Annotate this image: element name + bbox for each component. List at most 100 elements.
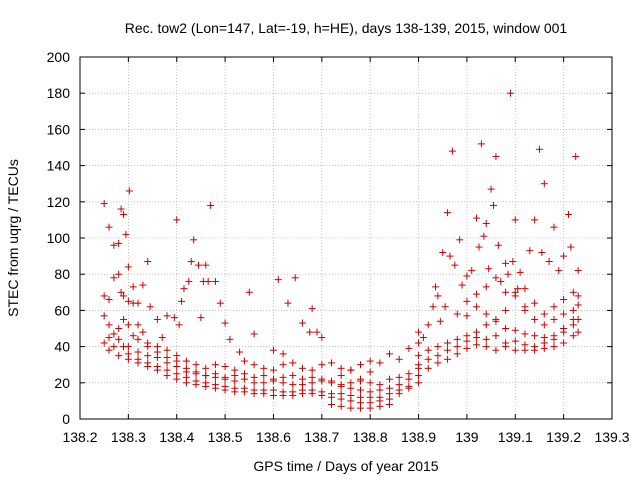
data-point — [134, 348, 142, 356]
data-point — [284, 299, 292, 307]
data-point — [366, 357, 374, 365]
data-point — [463, 337, 471, 345]
data-point — [173, 363, 181, 371]
data-point — [211, 361, 219, 369]
data-point — [456, 236, 464, 244]
data-point — [115, 270, 123, 278]
data-point — [509, 258, 517, 266]
data-point — [453, 350, 461, 358]
data-point — [550, 343, 558, 351]
data-point — [250, 373, 258, 381]
data-point — [298, 319, 306, 327]
data-point — [158, 334, 166, 342]
data-point — [574, 301, 582, 309]
data-point — [124, 263, 132, 271]
data-point — [395, 381, 403, 389]
y-axis-label: STEC from uqrg / TECUs — [5, 159, 21, 317]
data-point — [538, 248, 546, 256]
data-point — [482, 220, 490, 228]
data-point — [129, 332, 137, 340]
data-point — [482, 321, 490, 329]
data-point — [560, 296, 568, 304]
data-point — [260, 390, 268, 398]
data-point — [463, 272, 471, 280]
data-point — [289, 359, 297, 367]
data-point — [424, 364, 432, 372]
data-point — [531, 299, 539, 307]
data-point — [560, 325, 568, 332]
data-point — [453, 343, 461, 351]
data-point — [453, 335, 461, 343]
data-point — [134, 359, 142, 367]
data-point — [202, 382, 210, 390]
data-point — [569, 315, 577, 323]
data-point — [463, 312, 471, 320]
data-point — [424, 321, 432, 329]
data-point — [487, 185, 495, 193]
data-point — [197, 314, 205, 322]
data-point — [115, 335, 123, 343]
data-point — [415, 361, 423, 369]
data-point — [386, 350, 394, 358]
data-point — [477, 140, 485, 148]
data-point — [463, 344, 471, 352]
data-point — [245, 288, 253, 296]
data-point — [260, 372, 268, 380]
data-point — [318, 361, 326, 369]
data-point — [569, 306, 577, 314]
data-point — [521, 306, 529, 314]
data-point — [386, 375, 394, 383]
data-point — [415, 352, 423, 360]
data-point — [564, 210, 572, 218]
data-point — [279, 350, 287, 358]
data-point — [415, 328, 423, 336]
data-point — [100, 200, 108, 208]
data-point — [337, 382, 345, 390]
data-point — [337, 364, 345, 372]
data-point — [226, 335, 234, 343]
data-point — [163, 359, 171, 367]
x-tick-label: 138.8 — [353, 429, 388, 445]
data-point — [216, 299, 224, 307]
data-point — [182, 357, 190, 365]
data-point — [376, 386, 384, 394]
data-point — [405, 344, 413, 352]
data-point — [115, 352, 123, 360]
data-point — [221, 373, 229, 381]
data-point — [269, 375, 277, 383]
data-point — [473, 290, 481, 298]
data-point — [405, 384, 413, 392]
data-point — [250, 330, 258, 338]
data-point — [192, 381, 200, 389]
data-point — [502, 306, 510, 314]
data-point — [298, 364, 306, 372]
data-point — [144, 363, 152, 371]
data-point — [298, 390, 306, 398]
data-point — [444, 355, 452, 363]
data-point — [415, 379, 423, 387]
data-point — [327, 359, 335, 367]
data-point — [187, 258, 195, 266]
data-point — [163, 312, 171, 320]
data-point — [511, 326, 519, 334]
data-point — [117, 288, 125, 296]
data-point — [444, 346, 452, 354]
data-point — [376, 359, 384, 367]
data-point — [211, 370, 219, 378]
data-point — [182, 379, 190, 387]
data-point — [531, 216, 539, 224]
data-point — [124, 321, 132, 329]
data-point — [115, 325, 123, 332]
data-point — [560, 310, 568, 318]
data-point — [110, 274, 118, 282]
data-point — [574, 328, 582, 336]
data-point — [202, 364, 210, 372]
data-point — [448, 147, 456, 155]
data-point — [124, 355, 132, 363]
data-point — [540, 321, 548, 329]
data-point — [115, 239, 123, 247]
data-point — [269, 366, 277, 374]
data-point — [482, 343, 490, 351]
y-tick-label: 0 — [62, 411, 70, 427]
data-point — [560, 339, 568, 347]
